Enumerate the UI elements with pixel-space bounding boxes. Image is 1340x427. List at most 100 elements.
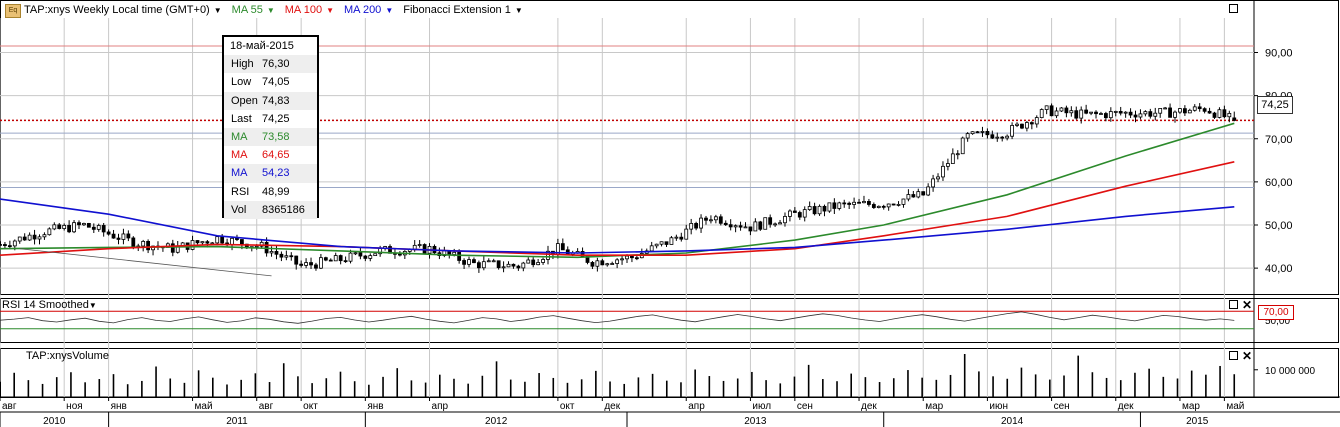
candle-body [975, 131, 980, 134]
candle-body [620, 258, 624, 261]
equity-logo-icon: Eq [5, 4, 21, 18]
chevron-down-icon[interactable]: ▼ [266, 5, 275, 15]
x-month-label: авг [259, 401, 274, 412]
fibonacci-label[interactable]: Fibonacci Extension 1 [403, 4, 511, 16]
candle-body [1010, 125, 1014, 137]
candle-body [309, 262, 313, 266]
candle-body [358, 252, 363, 257]
candle-body [733, 225, 738, 228]
tooltip-row: MA 64,65 [224, 146, 317, 165]
candle-body [314, 264, 318, 269]
candle-body [891, 203, 896, 206]
x-year-label: 2013 [744, 416, 767, 427]
candle-body [486, 260, 491, 263]
x-year-label: 2014 [1001, 416, 1024, 427]
candle-body [240, 239, 244, 245]
candle-body [462, 260, 466, 265]
candle-body [121, 233, 126, 240]
x-month-label: авг [2, 401, 17, 412]
maximize-volume-panel-icon[interactable] [1229, 351, 1238, 360]
candle-body [151, 245, 155, 251]
x-month-label: апр [432, 401, 449, 412]
candle-body [788, 210, 792, 217]
candle-body [1005, 135, 1010, 139]
candle-body [457, 251, 462, 261]
chevron-down-icon[interactable]: ▼ [514, 5, 523, 15]
close-volume-panel-icon[interactable]: ✕ [1242, 349, 1253, 363]
x-month-label: июн [989, 401, 1008, 412]
candle-body [1094, 111, 1098, 115]
candle-body [1015, 123, 1019, 126]
candle-body [215, 236, 220, 244]
candle-body [42, 234, 47, 238]
candle-body [684, 228, 689, 240]
candle-body [131, 237, 136, 248]
candle-body [768, 217, 773, 225]
ma200-label[interactable]: MA 200 [344, 4, 382, 16]
chevron-down-icon[interactable]: ▼ [88, 301, 97, 310]
rsi-panel-plot: 50,00 [0, 310, 1290, 330]
candle-body [368, 255, 373, 259]
chevron-down-icon[interactable]: ▼ [213, 5, 222, 15]
candle-body [1138, 113, 1143, 118]
candle-body [580, 251, 585, 257]
y-tick-label: 40,00 [1265, 263, 1293, 275]
rsi-panel-title[interactable]: RSI 14 Smoothed▼ [2, 299, 97, 311]
close-rsi-panel-icon[interactable]: ✕ [1242, 298, 1253, 312]
maximize-price-panel-icon[interactable] [1229, 4, 1238, 13]
candle-body [1207, 110, 1212, 114]
candle-body [985, 131, 990, 136]
candle-body [294, 255, 299, 265]
candle-body [669, 237, 674, 245]
candle-body [86, 223, 91, 228]
candle-body [91, 226, 96, 230]
last-price-tag: 74,25 [1257, 96, 1293, 114]
candle-body [195, 240, 200, 244]
candle-body [476, 262, 481, 269]
candle-body [1128, 111, 1133, 116]
candle-body [842, 202, 847, 205]
maximize-rsi-panel-icon[interactable] [1229, 300, 1238, 309]
candle-body [1064, 107, 1069, 114]
candle-body [279, 253, 284, 258]
candle-body [1118, 111, 1123, 114]
tooltip-label: Vol [231, 203, 247, 216]
candle-body [931, 178, 935, 188]
candle-body [1059, 107, 1064, 112]
candle-body [1182, 108, 1187, 114]
candle-body [990, 134, 995, 139]
candle-body [328, 259, 333, 262]
candle-body [37, 236, 42, 240]
candle-body [106, 231, 111, 235]
ma100-label[interactable]: MA 100 [284, 4, 323, 16]
candle-body [126, 233, 131, 239]
candle-body [0, 244, 2, 246]
chevron-down-icon[interactable]: ▼ [326, 5, 334, 15]
candle-body [146, 241, 151, 251]
candle-body [654, 243, 659, 247]
candle-body [1113, 111, 1118, 113]
x-month-label: апр [688, 401, 705, 412]
symbol-title[interactable]: TAP:xnys Weekly Local time (GMT+0) [24, 4, 210, 16]
x-month-label: окт [303, 401, 318, 412]
rsi-line [0, 311, 1235, 324]
candle-body [220, 236, 225, 244]
volume-panel-title[interactable]: TAP:xnysVolume [26, 350, 109, 362]
y-tick-label: 90,00 [1265, 48, 1293, 60]
x-month-label: янв [111, 401, 127, 412]
chevron-down-icon[interactable]: ▼ [385, 5, 394, 15]
candle-body [689, 223, 694, 230]
candle-body [57, 224, 62, 229]
candle-body [546, 250, 550, 260]
x-year-label: 2015 [1186, 416, 1209, 427]
candle-body [1020, 123, 1024, 129]
candle-body [472, 259, 476, 264]
candle-body [743, 226, 748, 229]
candle-body [881, 205, 886, 208]
ma55-label[interactable]: MA 55 [231, 4, 263, 16]
candle-body [289, 255, 294, 258]
tooltip-label: High [231, 58, 254, 71]
tooltip-row: Low 74,05 [224, 73, 317, 92]
